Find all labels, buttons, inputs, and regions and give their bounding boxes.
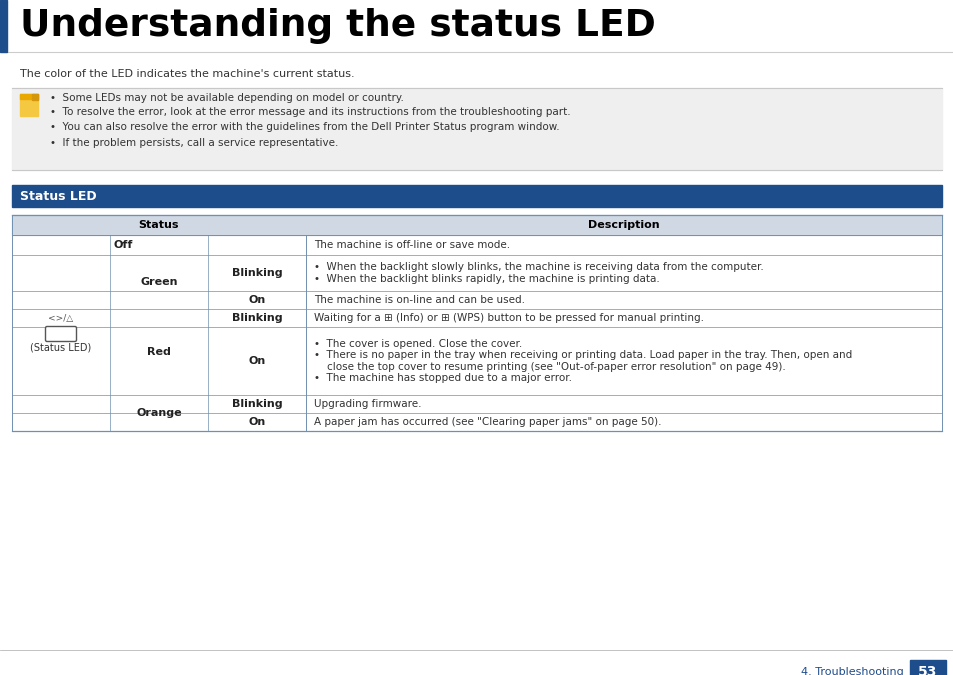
Text: Description: Description [588,220,659,230]
Text: 4. Troubleshooting: 4. Troubleshooting [801,667,903,675]
Text: A paper jam has occurred (see "Clearing paper jams" on page 50).: A paper jam has occurred (see "Clearing … [314,417,660,427]
Text: •  If the problem persists, call a service representative.: • If the problem persists, call a servic… [50,138,338,148]
Text: Off: Off [113,240,133,250]
Text: 53: 53 [918,665,937,675]
Text: Green: Green [140,277,177,287]
Text: •  Some LEDs may not be available depending on model or country.: • Some LEDs may not be available dependi… [50,93,403,103]
Bar [909,660,945,675]
Text: On: On [248,356,265,366]
Text: Upgrading firmware.: Upgrading firmware. [314,399,421,409]
FancyBboxPatch shape [46,327,76,342]
Bar [20,94,38,99]
Text: (Status LED): (Status LED) [30,343,91,353]
Text: On: On [248,417,265,427]
Text: Status LED: Status LED [20,190,96,202]
Text: Blinking: Blinking [232,399,282,409]
Text: •  When the backlight slowly blinks, the machine is receiving data from the comp: • When the backlight slowly blinks, the … [314,262,763,284]
Text: The machine is on-line and can be used.: The machine is on-line and can be used. [314,295,524,305]
Text: Status: Status [138,220,179,230]
Text: •  To resolve the error, look at the error message and its instructions from the: • To resolve the error, look at the erro… [50,107,570,117]
Bar [12,88,941,170]
Bar [12,185,941,207]
Text: <>/△: <>/△ [49,315,73,323]
Text: The machine is off-line or save mode.: The machine is off-line or save mode. [314,240,510,250]
Text: •  The cover is opened. Close the cover.
•  There is no paper in the tray when r: • The cover is opened. Close the cover. … [314,339,851,383]
Text: Understanding the status LED: Understanding the status LED [20,8,656,44]
Text: •  You can also resolve the error with the guidelines from the Dell Printer Stat: • You can also resolve the error with th… [50,122,559,132]
Text: Blinking: Blinking [232,313,282,323]
Bar [32,94,38,100]
Text: Red: Red [147,347,171,357]
Bar [0,0,953,52]
Text: Blinking: Blinking [232,268,282,278]
Bar [12,215,941,235]
Text: Orange: Orange [136,408,182,418]
Text: The color of the LED indicates the machine's current status.: The color of the LED indicates the machi… [20,69,355,79]
Text: Waiting for a ⊞ (Info) or ⊞ (WPS) button to be pressed for manual printing.: Waiting for a ⊞ (Info) or ⊞ (WPS) button… [314,313,703,323]
Text: On: On [248,295,265,305]
Bar [0,0,7,52]
Bar [20,94,38,116]
